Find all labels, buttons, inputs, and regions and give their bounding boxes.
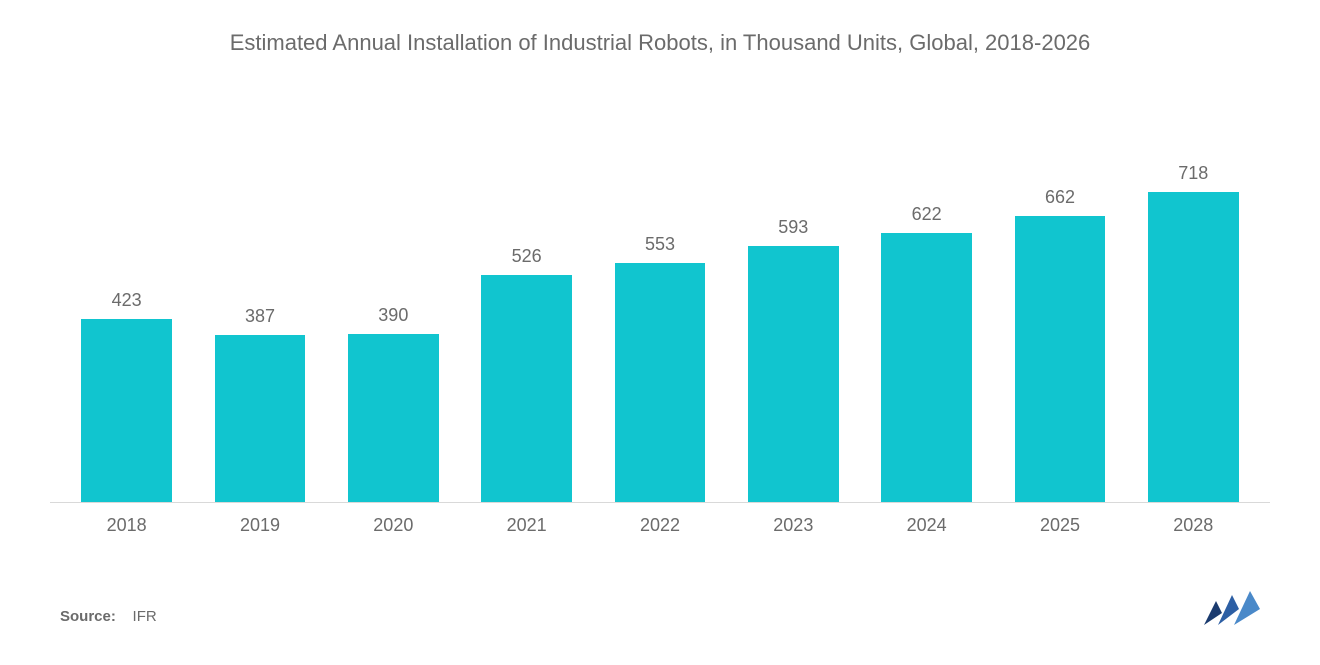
x-axis-label: 2024 bbox=[860, 515, 993, 536]
x-axis-label: 2020 bbox=[327, 515, 460, 536]
plot-area: 423 387 390 526 553 593 622 662 718 bbox=[50, 106, 1270, 503]
bar-value-label: 662 bbox=[1045, 187, 1075, 208]
bar-group: 718 bbox=[1127, 106, 1260, 502]
logo-shape-2 bbox=[1218, 595, 1239, 625]
x-axis-label: 2028 bbox=[1127, 515, 1260, 536]
bar bbox=[215, 335, 306, 502]
bar bbox=[881, 233, 972, 502]
bar-value-label: 718 bbox=[1178, 163, 1208, 184]
bar bbox=[1015, 216, 1106, 502]
x-axis-label: 2021 bbox=[460, 515, 593, 536]
bar-group: 622 bbox=[860, 106, 993, 502]
bar-value-label: 553 bbox=[645, 234, 675, 255]
bar-group: 423 bbox=[60, 106, 193, 502]
x-axis-label: 2025 bbox=[993, 515, 1126, 536]
bar-value-label: 387 bbox=[245, 306, 275, 327]
bar-group: 662 bbox=[993, 106, 1126, 502]
x-axis-label: 2018 bbox=[60, 515, 193, 536]
bar-group: 593 bbox=[727, 106, 860, 502]
bar bbox=[615, 263, 706, 502]
bar-group: 526 bbox=[460, 106, 593, 502]
logo-icon bbox=[1204, 591, 1260, 625]
bar bbox=[481, 275, 572, 502]
bar-value-label: 390 bbox=[378, 305, 408, 326]
chart-title: Estimated Annual Installation of Industr… bbox=[50, 30, 1270, 56]
bar bbox=[348, 334, 439, 502]
x-axis-labels: 201820192020202120222023202420252028 bbox=[50, 503, 1270, 536]
x-axis-label: 2022 bbox=[593, 515, 726, 536]
bar bbox=[748, 246, 839, 502]
x-axis-label: 2019 bbox=[193, 515, 326, 536]
bar-value-label: 526 bbox=[512, 246, 542, 267]
source-value: IFR bbox=[133, 608, 157, 625]
bar-group: 553 bbox=[593, 106, 726, 502]
logo-shape-1 bbox=[1204, 601, 1222, 625]
bar bbox=[1148, 192, 1239, 502]
bar-value-label: 622 bbox=[912, 204, 942, 225]
source-label: Source: bbox=[60, 608, 116, 625]
bar-value-label: 593 bbox=[778, 217, 808, 238]
bar-value-label: 423 bbox=[112, 290, 142, 311]
x-axis-label: 2023 bbox=[727, 515, 860, 536]
bar-group: 387 bbox=[193, 106, 326, 502]
chart-footer: Source: IFR bbox=[50, 591, 1270, 625]
bar-group: 390 bbox=[327, 106, 460, 502]
bar bbox=[81, 319, 172, 502]
chart-container: Estimated Annual Installation of Industr… bbox=[0, 0, 1320, 665]
source-attribution: Source: IFR bbox=[60, 608, 157, 625]
